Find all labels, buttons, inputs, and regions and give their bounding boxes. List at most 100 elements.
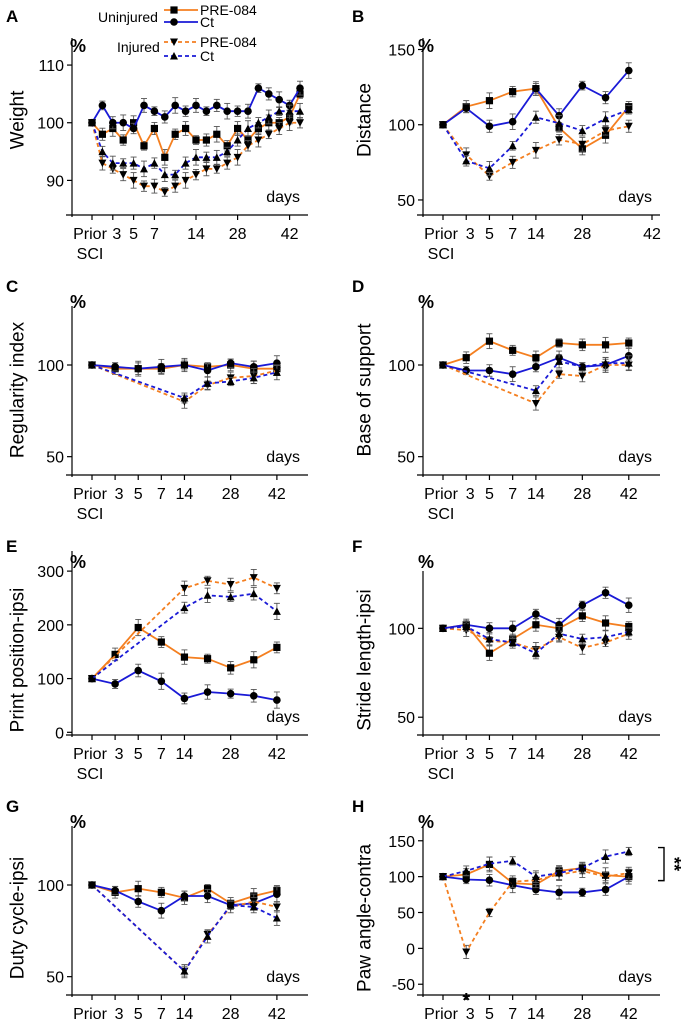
data-point [119, 171, 128, 179]
data-point [578, 362, 587, 371]
panel-d: D% Base of support days 50 100 Prior SCI 3 5 7 14 2… [352, 277, 660, 523]
data-point [578, 644, 587, 652]
data-point [601, 873, 610, 881]
data-point [140, 101, 148, 110]
data-point [273, 696, 281, 704]
unit-label: % [418, 292, 434, 312]
data-point [485, 909, 494, 917]
data-point [111, 680, 119, 688]
days-label: days [618, 189, 652, 206]
panel-letter: H [352, 797, 364, 816]
x-tick-label: 14 [527, 226, 545, 243]
data-point [129, 176, 138, 185]
legend-label: Ct [200, 48, 214, 64]
data-point [202, 107, 211, 115]
data-point [98, 101, 107, 110]
data-point [532, 621, 540, 629]
data-point [140, 182, 148, 191]
series-pre-084-injured [88, 569, 281, 683]
unit-label: % [70, 812, 86, 832]
data-point [555, 339, 563, 347]
y-tick-label: 0 [55, 725, 64, 742]
y-tick-label: 50 [397, 450, 415, 467]
data-point [157, 363, 166, 371]
data-point [119, 136, 127, 144]
days-label: days [618, 449, 652, 466]
data-point [223, 107, 231, 115]
data-point [625, 339, 633, 347]
data-point [203, 577, 212, 585]
data-point [192, 101, 200, 110]
y-tick-label: 100 [388, 118, 415, 135]
data-point [485, 624, 494, 633]
x-tick-label: 42 [268, 746, 286, 763]
legend-marker [170, 18, 178, 26]
x-tick-label: 5 [134, 1006, 143, 1023]
data-point [171, 182, 180, 191]
y-axis-label: Regularity index [8, 321, 29, 458]
series-ct-injured [439, 354, 633, 397]
data-point [160, 188, 169, 196]
data-point [192, 171, 200, 179]
data-point [171, 130, 179, 138]
data-point [180, 967, 189, 975]
days-label: days [266, 969, 300, 986]
legend-ct-injured: Ct [164, 48, 214, 64]
series-pre-084-uninjured [88, 618, 281, 683]
unit-label: % [70, 36, 86, 56]
data-point [285, 119, 294, 127]
data-point [111, 886, 119, 895]
data-point [485, 859, 494, 868]
x-tick-label-prior: Prior [424, 486, 458, 503]
data-point [244, 136, 252, 144]
data-point [109, 118, 117, 127]
legend-injured-label: Injured [117, 39, 160, 55]
data-point [249, 691, 258, 700]
panel-letter: A [6, 7, 18, 26]
legend-ct-uninjured: Ct [164, 14, 214, 30]
series-ct-injured [88, 881, 281, 977]
legend-marker [170, 38, 178, 46]
x-tick-label: 14 [176, 746, 194, 763]
data-point [625, 622, 633, 631]
data-point [150, 124, 158, 133]
data-point [129, 159, 138, 167]
data-point [462, 104, 471, 112]
y-tick-label: 100 [388, 621, 415, 638]
data-point [157, 906, 166, 915]
data-point [150, 107, 159, 115]
data-point [223, 147, 232, 156]
legend-uninjured-label: Uninjured [98, 9, 158, 25]
y-tick-label: 100 [388, 870, 415, 887]
data-point [439, 120, 447, 129]
data-point [249, 589, 258, 598]
y-axis-label: Base of support [355, 323, 376, 457]
data-point [578, 140, 587, 149]
x-tick-label-sci: SCI [428, 766, 455, 783]
data-point [508, 856, 517, 865]
data-point [439, 872, 447, 881]
x-tick-label: 7 [508, 486, 517, 503]
data-point [111, 650, 119, 659]
data-point [244, 124, 252, 132]
data-point [180, 361, 189, 369]
data-point [578, 341, 586, 349]
data-point [578, 81, 587, 90]
data-point [439, 624, 447, 632]
data-point [88, 361, 96, 369]
data-point [275, 125, 284, 133]
data-point [108, 159, 117, 167]
series-line [442, 360, 629, 392]
data-point [134, 364, 143, 373]
data-point [485, 876, 494, 885]
x-tick-label-prior: Prior [424, 226, 458, 243]
x-tick-label-sci: SCI [77, 506, 104, 523]
data-point [203, 655, 212, 663]
x-tick-label: 14 [527, 1006, 545, 1023]
y-tick-label: 150 [388, 43, 415, 60]
data-point [508, 624, 517, 633]
data-point [234, 124, 242, 133]
panel-letter: B [352, 7, 364, 26]
data-point [244, 142, 252, 150]
data-point [203, 932, 212, 940]
